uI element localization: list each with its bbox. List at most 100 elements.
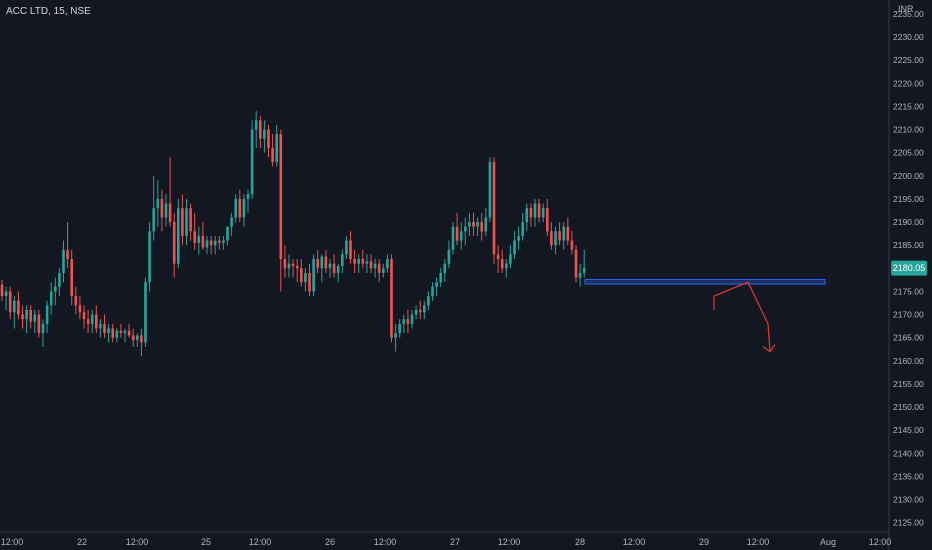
candle-body	[131, 335, 135, 341]
candle-body	[250, 129, 254, 195]
candle-body	[427, 296, 430, 306]
candle-body	[390, 259, 393, 338]
candle-body	[49, 291, 53, 306]
candle-body	[328, 263, 332, 269]
candle-body	[308, 272, 311, 292]
candle-body	[410, 314, 414, 324]
candle-body	[476, 222, 479, 227]
candle-body	[533, 203, 537, 218]
symbol-title[interactable]: ACC LTD, 15, NSE	[6, 6, 91, 17]
time-tick-label: Aug	[820, 537, 836, 547]
candle-body	[45, 305, 49, 324]
candle-body	[316, 259, 319, 269]
candle-body	[566, 226, 570, 241]
candle-body	[189, 208, 192, 232]
candle-body	[205, 240, 209, 248]
candle-body	[95, 314, 98, 329]
candle-body	[484, 217, 488, 232]
drawings-group[interactable]	[584, 278, 826, 353]
candle-body	[222, 240, 225, 243]
candle-body	[423, 305, 426, 313]
candle-body	[201, 235, 205, 248]
candle-body	[177, 208, 180, 264]
candle-body	[312, 259, 315, 292]
price-axis[interactable]: 2235.00 2230.00 2225.00 2220.00 2215.00 2210.…	[893, 9, 924, 528]
candle-body	[464, 226, 467, 232]
candle-body	[156, 198, 160, 209]
candle-body	[353, 259, 356, 264]
candles-group	[0, 111, 586, 357]
candle-body	[300, 268, 303, 283]
price-tick-label: 2130.00	[893, 495, 924, 505]
candle-body	[406, 319, 410, 324]
candle-body	[451, 226, 455, 250]
candle-body	[17, 300, 20, 315]
candle-body	[480, 222, 483, 232]
candle-body	[267, 129, 270, 149]
time-axis[interactable]: 12:00 22 12:00 25 12:00 26 12:00 27 12:00 28 12:00…	[1, 537, 892, 547]
candle-body	[99, 323, 102, 329]
candle-body	[332, 263, 336, 273]
candle-body	[197, 235, 201, 243]
candle-body	[213, 240, 217, 246]
price-tick-label: 2135.00	[893, 471, 924, 481]
price-tick-label: 2230.00	[893, 32, 924, 42]
candle-body	[562, 226, 565, 241]
candle-body	[546, 208, 549, 232]
price-tick-label: 2140.00	[893, 448, 924, 458]
candle-body	[459, 231, 463, 241]
candle-body	[127, 330, 131, 336]
last-price-label: 2180.05	[891, 260, 927, 276]
price-tick-label: 2150.00	[893, 402, 924, 412]
candle-body	[398, 323, 401, 334]
candle-body	[230, 217, 233, 227]
candle-body	[246, 194, 250, 199]
candle-body	[488, 161, 492, 218]
candle-body	[554, 231, 557, 246]
currency-label: INR	[898, 4, 914, 14]
candle-body	[291, 263, 295, 266]
time-tick-label: 12:00	[126, 537, 149, 547]
candle-body	[21, 314, 24, 320]
candle-body	[234, 198, 237, 218]
candle-body	[218, 240, 221, 243]
candle-body	[90, 314, 94, 324]
candle-body	[152, 208, 155, 232]
candle-body	[263, 129, 266, 139]
candle-body	[164, 203, 168, 218]
candle-body	[320, 256, 324, 269]
candle-body	[70, 259, 73, 297]
time-tick-label: 29	[699, 537, 709, 547]
price-tick-label: 2145.00	[893, 425, 924, 435]
candle-body	[500, 259, 504, 269]
candle-body	[37, 314, 41, 334]
candle-body	[541, 208, 545, 218]
candle-body	[578, 272, 582, 278]
candle-body	[111, 328, 114, 338]
last-price-value: 2180.05	[893, 263, 926, 273]
price-tick-label: 2190.00	[893, 217, 924, 227]
candle-body	[349, 240, 352, 260]
candle-body	[13, 300, 16, 313]
time-tick-label: 12:00	[498, 537, 521, 547]
price-tick-label: 2220.00	[893, 78, 924, 88]
candle-body	[336, 266, 340, 273]
candle-body	[472, 222, 475, 227]
candle-body	[0, 284, 4, 297]
last-price-badge	[891, 260, 927, 276]
projection-path[interactable]	[713, 281, 771, 352]
candle-body	[394, 333, 397, 338]
candle-body	[537, 203, 541, 218]
candle-body	[160, 198, 164, 218]
candle-body	[279, 134, 283, 260]
candle-body	[287, 263, 291, 269]
price-tick-label: 2235.00	[893, 9, 924, 19]
price-tick-label: 2210.00	[893, 125, 924, 135]
candle-body	[431, 286, 434, 297]
candle-body	[144, 282, 147, 343]
candle-body	[365, 261, 369, 264]
support-zone-rectangle[interactable]	[584, 278, 826, 285]
candle-body	[181, 208, 184, 236]
price-tick-label: 2200.00	[893, 171, 924, 181]
